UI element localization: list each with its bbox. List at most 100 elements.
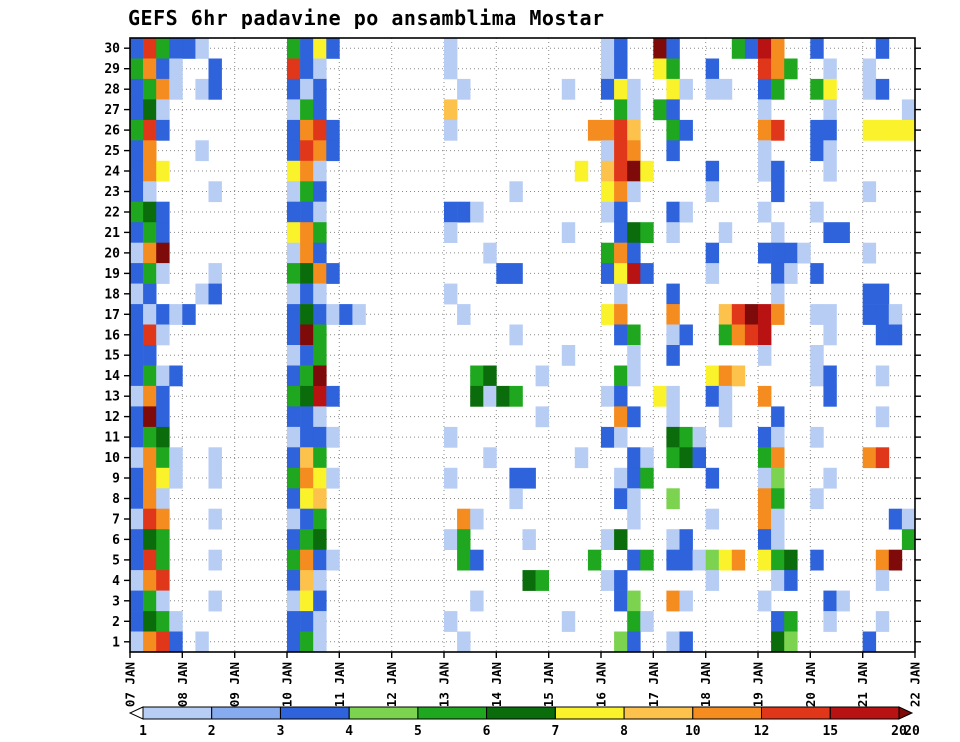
heatmap-cell (143, 99, 157, 121)
heatmap-cell (666, 222, 680, 243)
heatmap-cell (130, 201, 144, 223)
y-tick-label: 2 (112, 615, 120, 630)
heatmap-cell (666, 549, 680, 571)
colorbar-tick-label: 8 (620, 724, 628, 739)
heatmap-cell (679, 529, 693, 550)
heatmap-cell (313, 611, 327, 632)
heatmap-cell (444, 283, 458, 305)
x-tick-label: 17 JAN (646, 662, 661, 707)
heatmap-cell (509, 181, 523, 203)
heatmap-cell (601, 242, 615, 264)
heatmap-cell (313, 304, 327, 325)
heatmap-cell (313, 488, 327, 510)
heatmap-cell (758, 160, 772, 182)
heatmap-cell (823, 324, 837, 346)
heatmap-cell (758, 549, 772, 571)
heatmap-cell (313, 447, 327, 469)
heatmap-cell (287, 365, 301, 387)
heatmap-cell (666, 119, 680, 141)
heatmap-cell (313, 324, 327, 346)
heatmap-cell (156, 222, 170, 243)
heatmap-cell (143, 365, 157, 387)
heatmap-cell (640, 447, 654, 469)
heatmap-cell (627, 242, 641, 264)
y-tick-label: 25 (104, 144, 120, 159)
heatmap-cell (169, 631, 183, 653)
x-tick-label: 13 JAN (437, 662, 452, 707)
heatmap-cell (130, 160, 144, 182)
heatmap-cell (666, 58, 680, 80)
y-tick-label: 4 (112, 574, 120, 589)
heatmap-cell (823, 140, 837, 162)
heatmap-cell (300, 242, 314, 264)
heatmap-cell (614, 160, 628, 182)
heatmap-cell (810, 201, 824, 223)
heatmap-cell (875, 406, 890, 428)
heatmap-cell (130, 58, 144, 80)
heatmap-cell (810, 365, 824, 387)
heatmap-cell (287, 631, 301, 653)
heatmap-cell (300, 426, 314, 448)
heatmap-cell (784, 58, 798, 80)
heatmap-cell (352, 304, 366, 325)
heatmap-cell (313, 201, 327, 223)
heatmap-cell (627, 160, 641, 182)
heatmap-cell (287, 488, 301, 510)
heatmap-cell (771, 304, 785, 325)
heatmap-cell (771, 549, 785, 571)
heatmap-cell (679, 590, 693, 612)
heatmap-cell (143, 58, 157, 80)
heatmap-cell (156, 529, 170, 550)
heatmap-cell (771, 222, 785, 243)
heatmap-cell (758, 38, 772, 59)
heatmap-cell (614, 78, 628, 100)
heatmap-cell (666, 447, 680, 469)
heatmap-cell (287, 508, 301, 530)
heatmap-cell (731, 38, 746, 59)
heatmap-cell (601, 58, 615, 80)
heatmap-cell (143, 447, 157, 469)
heatmap-cell (208, 467, 222, 489)
colorbar-segment (486, 706, 556, 720)
heatmap-cell (758, 78, 772, 100)
heatmap-cell (823, 365, 837, 387)
heatmap-cell (156, 385, 170, 407)
heatmap-cell (143, 78, 157, 100)
heatmap-cell (300, 140, 314, 162)
heatmap-cell (758, 201, 772, 223)
heatmap-cell (156, 631, 170, 653)
heatmap-cell (300, 447, 314, 469)
heatmap-cell (313, 99, 327, 121)
heatmap-cell (666, 38, 680, 59)
x-tick-label: 09 JAN (227, 662, 242, 707)
heatmap-cell (313, 406, 327, 428)
heatmap-cell (143, 140, 157, 162)
heatmap-cell (614, 222, 628, 243)
heatmap-cell (823, 590, 837, 612)
heatmap-cell (313, 345, 327, 366)
heatmap-cell (535, 365, 549, 387)
heatmap-cell (901, 508, 916, 530)
heatmap-cell (208, 447, 222, 469)
heatmap-cell (601, 119, 615, 141)
heatmap-cell (300, 467, 314, 489)
heatmap-cell (705, 570, 720, 591)
heatmap-cell (888, 119, 903, 141)
heatmap-cell (143, 385, 157, 407)
heatmap-cell (614, 140, 628, 162)
heatmap-cell (627, 508, 641, 530)
y-tick-label: 23 (104, 185, 120, 200)
heatmap-cell (640, 549, 654, 571)
heatmap-cell (601, 201, 615, 223)
heatmap-cell (627, 590, 641, 612)
heatmap-cell (901, 119, 916, 141)
heatmap-cell (457, 304, 471, 325)
heatmap-cell (679, 447, 693, 469)
heatmap-cell (718, 365, 733, 387)
heatmap-cell (130, 508, 144, 530)
heatmap-cell (836, 222, 850, 243)
heatmap-cell (862, 283, 877, 305)
heatmap-cell (313, 140, 327, 162)
heatmap-cell (313, 222, 327, 243)
heatmap-cell (627, 447, 641, 469)
